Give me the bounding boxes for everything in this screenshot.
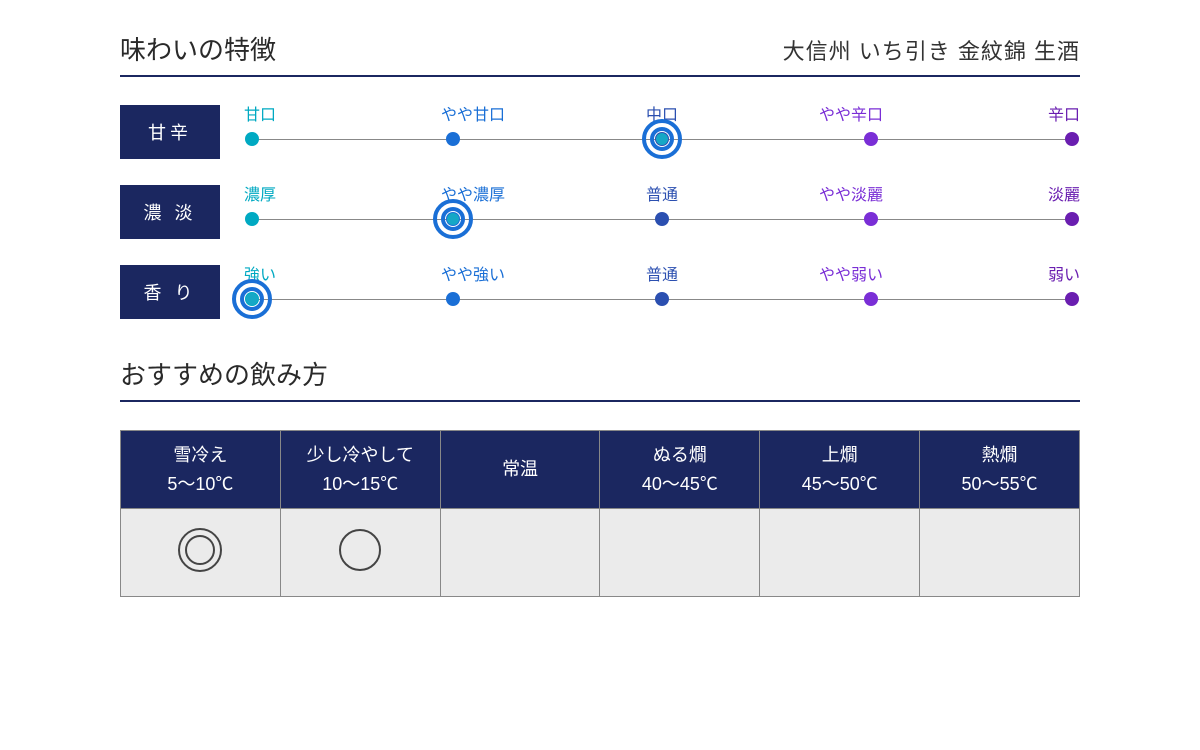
scale-point-label: 弱い — [1000, 261, 1080, 285]
scale-track: 甘口やや甘口中口やや辛口辛口 — [244, 105, 1080, 159]
serving-cell — [280, 509, 440, 597]
scale-point-label: やや辛口 — [811, 101, 891, 125]
serving-cell — [920, 509, 1080, 597]
serving-column-name: 少し冷やして — [281, 441, 440, 470]
scale-point-label: 濃厚 — [244, 181, 324, 205]
serving-column-range: 50～55℃ — [920, 470, 1079, 499]
serving-column-range: 10～15℃ — [281, 470, 440, 499]
scale-dot — [655, 292, 669, 306]
serving-table-body — [121, 509, 1080, 597]
scale-dot — [1065, 292, 1079, 306]
serving-table-head: 雪冷え5～10℃少し冷やして10～15℃常温ぬる燗40～45℃上燗45～50℃熱… — [121, 431, 1080, 509]
header-row: 味わいの特徴 大信州 いち引き 金紋錦 生酒 — [120, 30, 1080, 75]
serving-table: 雪冷え5～10℃少し冷やして10～15℃常温ぬる燗40～45℃上燗45～50℃熱… — [120, 430, 1080, 597]
scale-selected-marker — [642, 119, 682, 159]
scale-point-label: 淡麗 — [1000, 181, 1080, 205]
serving-column-range: 45～50℃ — [760, 470, 919, 499]
serving-title: おすすめの飲み方 — [120, 355, 1080, 400]
section-title: 味わいの特徴 — [120, 30, 276, 67]
circle-icon — [339, 529, 381, 571]
scale-dot — [1065, 212, 1079, 226]
scale-point-label: 普通 — [622, 181, 702, 205]
scale-point-label: 辛口 — [1000, 101, 1080, 125]
serving-column-name: 熱燗 — [920, 441, 1079, 470]
scale-row-label: 濃 淡 — [120, 185, 220, 239]
scale-row-label: 香 り — [120, 265, 220, 319]
scale-row: 濃 淡濃厚やや濃厚普通やや淡麗淡麗 — [120, 185, 1080, 239]
scale-dot — [446, 132, 460, 146]
scale-point-label: やや弱い — [811, 261, 891, 285]
divider — [120, 400, 1080, 402]
serving-column-header: 上燗45～50℃ — [760, 431, 920, 509]
scale-selected-marker — [433, 199, 473, 239]
serving-cell — [440, 509, 600, 597]
serving-cell — [760, 509, 920, 597]
scale-row: 香 り強いやや強い普通やや弱い弱い — [120, 265, 1080, 319]
serving-column-range: 40～45℃ — [600, 470, 759, 499]
scale-dot — [864, 292, 878, 306]
serving-column-name: 雪冷え — [121, 441, 280, 470]
scale-dot — [245, 132, 259, 146]
serving-column-header: 少し冷やして10～15℃ — [280, 431, 440, 509]
scale-point-label: やや強い — [433, 261, 513, 285]
scale-dot — [864, 132, 878, 146]
double-circle-icon — [178, 528, 222, 572]
scale-dot — [655, 212, 669, 226]
serving-column-header: 熱燗50～55℃ — [920, 431, 1080, 509]
scale-dot — [864, 212, 878, 226]
scale-row: 甘辛甘口やや甘口中口やや辛口辛口 — [120, 105, 1080, 159]
serving-cell — [600, 509, 760, 597]
scale-track: 濃厚やや濃厚普通やや淡麗淡麗 — [244, 185, 1080, 239]
scale-dot — [245, 212, 259, 226]
taste-chart: 味わいの特徴 大信州 いち引き 金紋錦 生酒 甘辛甘口やや甘口中口やや辛口辛口濃… — [120, 30, 1080, 597]
product-name: 大信州 いち引き 金紋錦 生酒 — [783, 34, 1080, 66]
scale-selected-marker — [232, 279, 272, 319]
serving-column-header: ぬる燗40～45℃ — [600, 431, 760, 509]
scale-dot — [446, 292, 460, 306]
scale-row-label: 甘辛 — [120, 105, 220, 159]
scale-point-label: やや淡麗 — [811, 181, 891, 205]
scales-section: 甘辛甘口やや甘口中口やや辛口辛口濃 淡濃厚やや濃厚普通やや淡麗淡麗香 り強いやや… — [120, 105, 1080, 319]
serving-column-range: 5～10℃ — [121, 470, 280, 499]
scale-point-label: やや甘口 — [433, 101, 513, 125]
serving-column-name: ぬる燗 — [600, 441, 759, 470]
serving-column-name: 上燗 — [760, 441, 919, 470]
scale-track: 強いやや強い普通やや弱い弱い — [244, 265, 1080, 319]
scale-point-label: 普通 — [622, 261, 702, 285]
serving-column-name: 常温 — [441, 455, 600, 484]
serving-column-header: 常温 — [440, 431, 600, 509]
divider — [120, 75, 1080, 77]
serving-cell — [121, 509, 281, 597]
scale-dot — [1065, 132, 1079, 146]
scale-point-label: 甘口 — [244, 101, 324, 125]
serving-column-header: 雪冷え5～10℃ — [121, 431, 281, 509]
